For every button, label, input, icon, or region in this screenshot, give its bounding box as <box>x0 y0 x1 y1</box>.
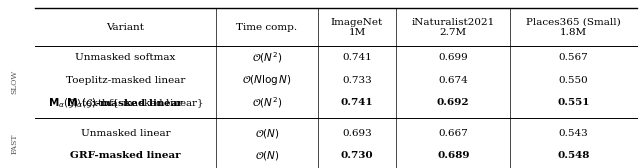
Text: 0.567: 0.567 <box>559 53 589 62</box>
Text: Unmasked linear: Unmasked linear <box>81 129 170 138</box>
Text: 0.667: 0.667 <box>438 129 468 138</box>
Text: 0.730: 0.730 <box>340 151 373 160</box>
Text: Variant: Variant <box>106 23 145 32</box>
Text: 0.699: 0.699 <box>438 53 468 62</box>
Text: $\mathcal{O}(N)$: $\mathcal{O}(N)$ <box>255 149 279 162</box>
Text: 0.741: 0.741 <box>340 98 373 107</box>
Text: 0.693: 0.693 <box>342 129 372 138</box>
Text: 0.548: 0.548 <box>557 151 590 160</box>
Text: $\mathcal{O}(N)$: $\mathcal{O}(N)$ <box>255 127 279 140</box>
Text: GRF-masked linear: GRF-masked linear <box>70 151 180 160</box>
Text: Time comp.: Time comp. <box>236 23 298 32</box>
Text: 0.674: 0.674 <box>438 76 468 85</box>
Text: $\mathbf{M}_\alpha(\mathcal{G})$-masked linear: $\mathbf{M}_\alpha(\mathcal{G})$-masked … <box>66 96 185 110</box>
Text: Toeplitz-masked linear: Toeplitz-masked linear <box>66 76 185 85</box>
Text: 0.543: 0.543 <box>559 129 589 138</box>
Text: 0.692: 0.692 <box>437 98 470 107</box>
Text: ImageNet
1M: ImageNet 1M <box>331 18 383 37</box>
Text: SLOW: SLOW <box>10 70 18 94</box>
Text: 0.689: 0.689 <box>437 151 470 160</box>
Text: 0.551: 0.551 <box>557 98 590 107</box>
Text: 0.741: 0.741 <box>342 53 372 62</box>
Text: 0.733: 0.733 <box>342 76 372 85</box>
Text: $\mathcal{O}(N \log N)$: $\mathcal{O}(N \log N)$ <box>242 73 292 87</box>
Text: Places365 (Small)
1.8M: Places365 (Small) 1.8M <box>526 18 621 37</box>
Text: $\mathcal{O}(N^2)$: $\mathcal{O}(N^2)$ <box>252 50 282 65</box>
Text: iNaturalist2021
2.7M: iNaturalist2021 2.7M <box>412 18 495 37</box>
Text: $\mathbf{M}_\alpha(\mathcal{G})$\textbf{-masked linear}: $\mathbf{M}_\alpha(\mathcal{G})$\textbf{… <box>47 96 204 110</box>
Text: 0.550: 0.550 <box>559 76 589 85</box>
Text: $\mathcal{O}(N^2)$: $\mathcal{O}(N^2)$ <box>252 95 282 110</box>
Text: FAST: FAST <box>10 133 18 154</box>
Text: Unmasked softmax: Unmasked softmax <box>76 53 175 62</box>
